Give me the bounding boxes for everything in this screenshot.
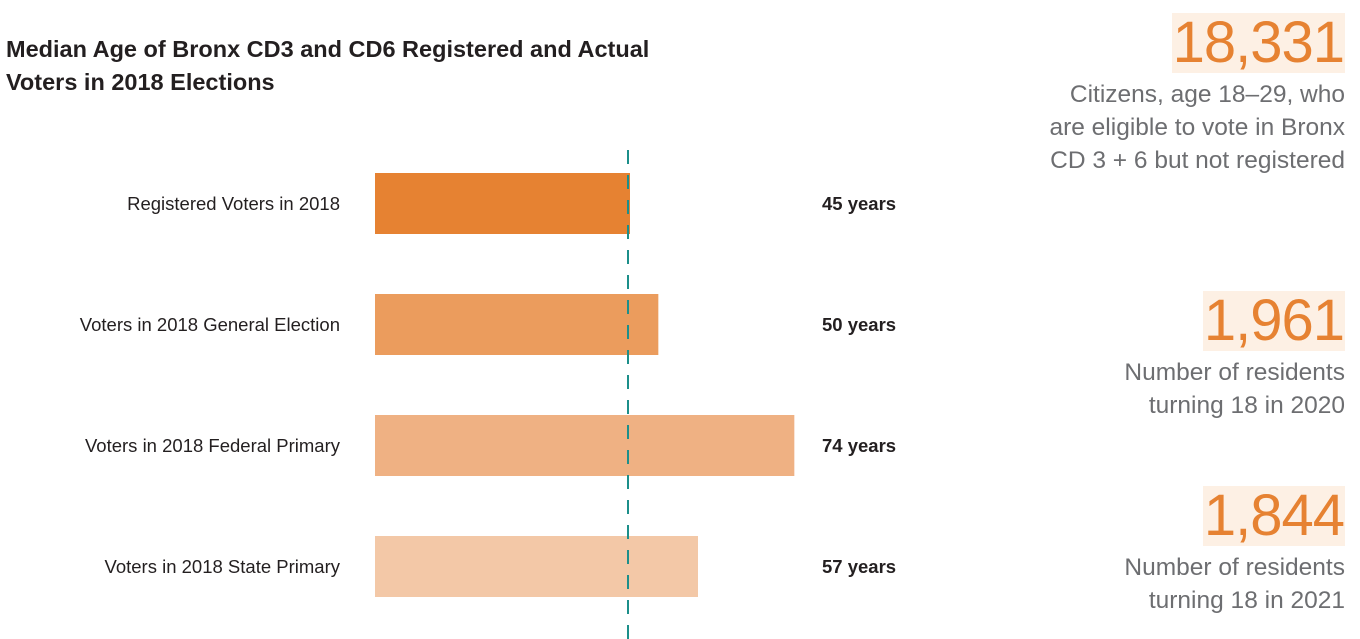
value-label: 57 years [822,556,896,577]
category-label: Voters in 2018 General Election [80,314,340,335]
stat-description: Number of residents turning 18 in 2021 [1124,554,1345,614]
stat-turning-18-2020: 1,961 Number of residents turning 18 in … [925,291,1345,422]
bar-2 [375,294,659,355]
bar-chart: Registered Voters in 2018 45 years Voters … [80,150,896,639]
bar-3 [375,415,795,476]
stat-number: 1,844 [1202,483,1345,548]
category-label: Voters in 2018 State Primary [105,556,341,577]
category-label: Voters in 2018 Federal Primary [85,435,341,456]
value-label: 50 years [822,314,896,335]
chart-title: Median Age of Bronx CD3 and CD6 Register… [6,36,650,95]
labels-layer: Registered Voters in 2018 45 years Voters … [80,193,896,577]
bar-1 [375,173,630,234]
value-label: 74 years [822,435,896,456]
stat-turning-18-2021: 1,844 Number of residents turning 18 in … [925,486,1345,617]
stat-description: Number of residents turning 18 in 2020 [1124,359,1345,419]
bars-layer [375,173,795,597]
category-label: Registered Voters in 2018 [127,193,340,214]
stat-number: 18,331 [1171,10,1345,75]
value-label: 45 years [822,193,896,214]
stat-unregistered-youth: 18,331 Citizens, age 18–29, who are elig… [925,13,1345,177]
bar-4 [375,536,698,597]
stat-number: 1,961 [1202,288,1345,353]
stat-description: Citizens, age 18–29, who are eligible to… [1049,81,1345,174]
